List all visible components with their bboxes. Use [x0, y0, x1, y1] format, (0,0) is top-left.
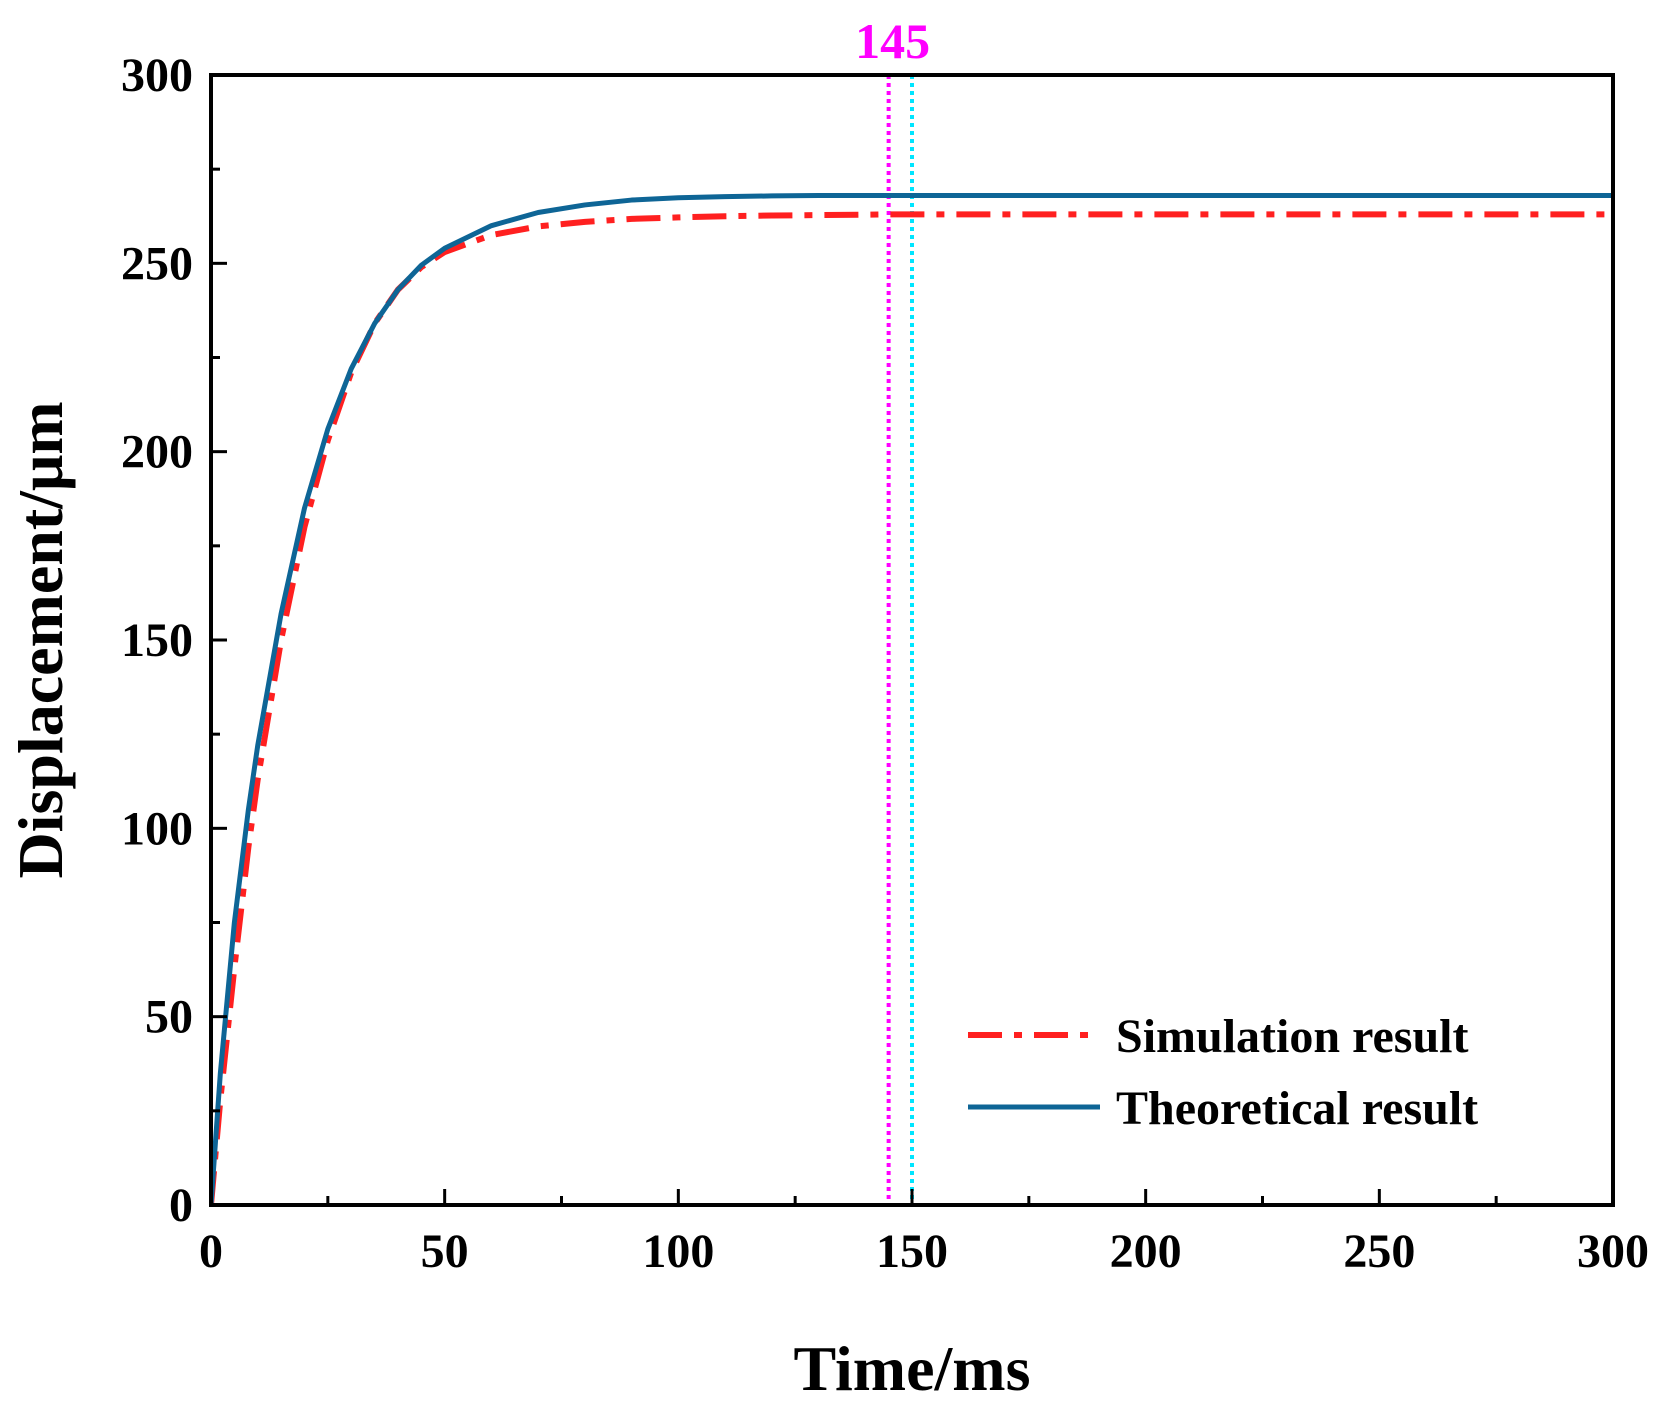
y-tick-label: 200 [121, 426, 193, 479]
y-axis-title: Displacement/μm [5, 401, 76, 878]
legend: Simulation result Theoretical result [968, 1010, 1478, 1135]
x-tick-labels: 0 50 100 150 200 250 300 [199, 1225, 1649, 1278]
legend-label-simulation: Simulation result [1116, 1010, 1469, 1063]
x-axis-title: Time/ms [793, 1333, 1030, 1404]
series-line-simulation-result [211, 211, 1613, 1205]
x-tick-label: 100 [642, 1225, 714, 1278]
legend-label-theoretical: Theoretical result [1116, 1082, 1478, 1135]
x-tick-label: 300 [1577, 1225, 1649, 1278]
series-layer [211, 193, 1613, 1205]
x-tick-label: 50 [421, 1225, 469, 1278]
y-tick-label: 100 [121, 802, 193, 855]
x-tick-label: 200 [1110, 1225, 1182, 1278]
x-tick-label: 150 [876, 1225, 948, 1278]
y-tick-labels: 0 50 100 150 200 250 300 [121, 49, 193, 1232]
x-tick-label: 0 [199, 1225, 223, 1278]
y-tick-label: 150 [121, 614, 193, 667]
annotation-label-145: 145 [855, 13, 930, 69]
axis-ticks [209, 73, 1615, 1207]
y-tick-label: 300 [121, 49, 193, 102]
series-line-theoretical-result [211, 193, 1613, 1205]
y-tick-label: 250 [121, 237, 193, 290]
x-tick-label: 250 [1343, 1225, 1415, 1278]
y-tick-label: 50 [145, 991, 193, 1044]
y-tick-label: 0 [169, 1179, 193, 1232]
